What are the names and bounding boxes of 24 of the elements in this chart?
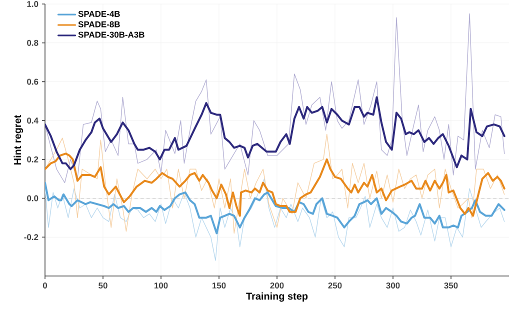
line-series (45, 178, 505, 261)
x-tick-label: 250 (328, 282, 342, 288)
x-tick-label: 100 (154, 282, 168, 288)
x-tick-label: 200 (270, 282, 284, 288)
y-tick-label: 0.0 (27, 195, 38, 202)
x-tick-label: 150 (212, 282, 226, 288)
y-tick-label: 0.6 (27, 78, 38, 85)
y-tick-label: -0.2 (24, 234, 38, 240)
legend-label: SPADE-30B-A3B (78, 32, 144, 38)
x-axis-title: Training step (246, 292, 308, 302)
x-tick-label: 50 (98, 282, 108, 288)
y-axis-title: Hint regret (14, 114, 24, 165)
line-series (45, 134, 505, 234)
y-tick-label: 0.8 (27, 40, 38, 46)
legend-label: SPADE-8B (78, 21, 120, 28)
x-tick-label: 0 (42, 282, 48, 288)
legend-label: SPADE-4B (78, 10, 120, 17)
line-series (45, 96, 506, 170)
y-tick-label: 0.4 (27, 118, 38, 124)
y-tick-label: 0.2 (27, 156, 38, 162)
y-tick-label: 1.0 (27, 1, 38, 7)
line-series (45, 152, 506, 217)
x-tick-label: 300 (386, 282, 400, 289)
x-tick-label: 350 (444, 282, 458, 289)
